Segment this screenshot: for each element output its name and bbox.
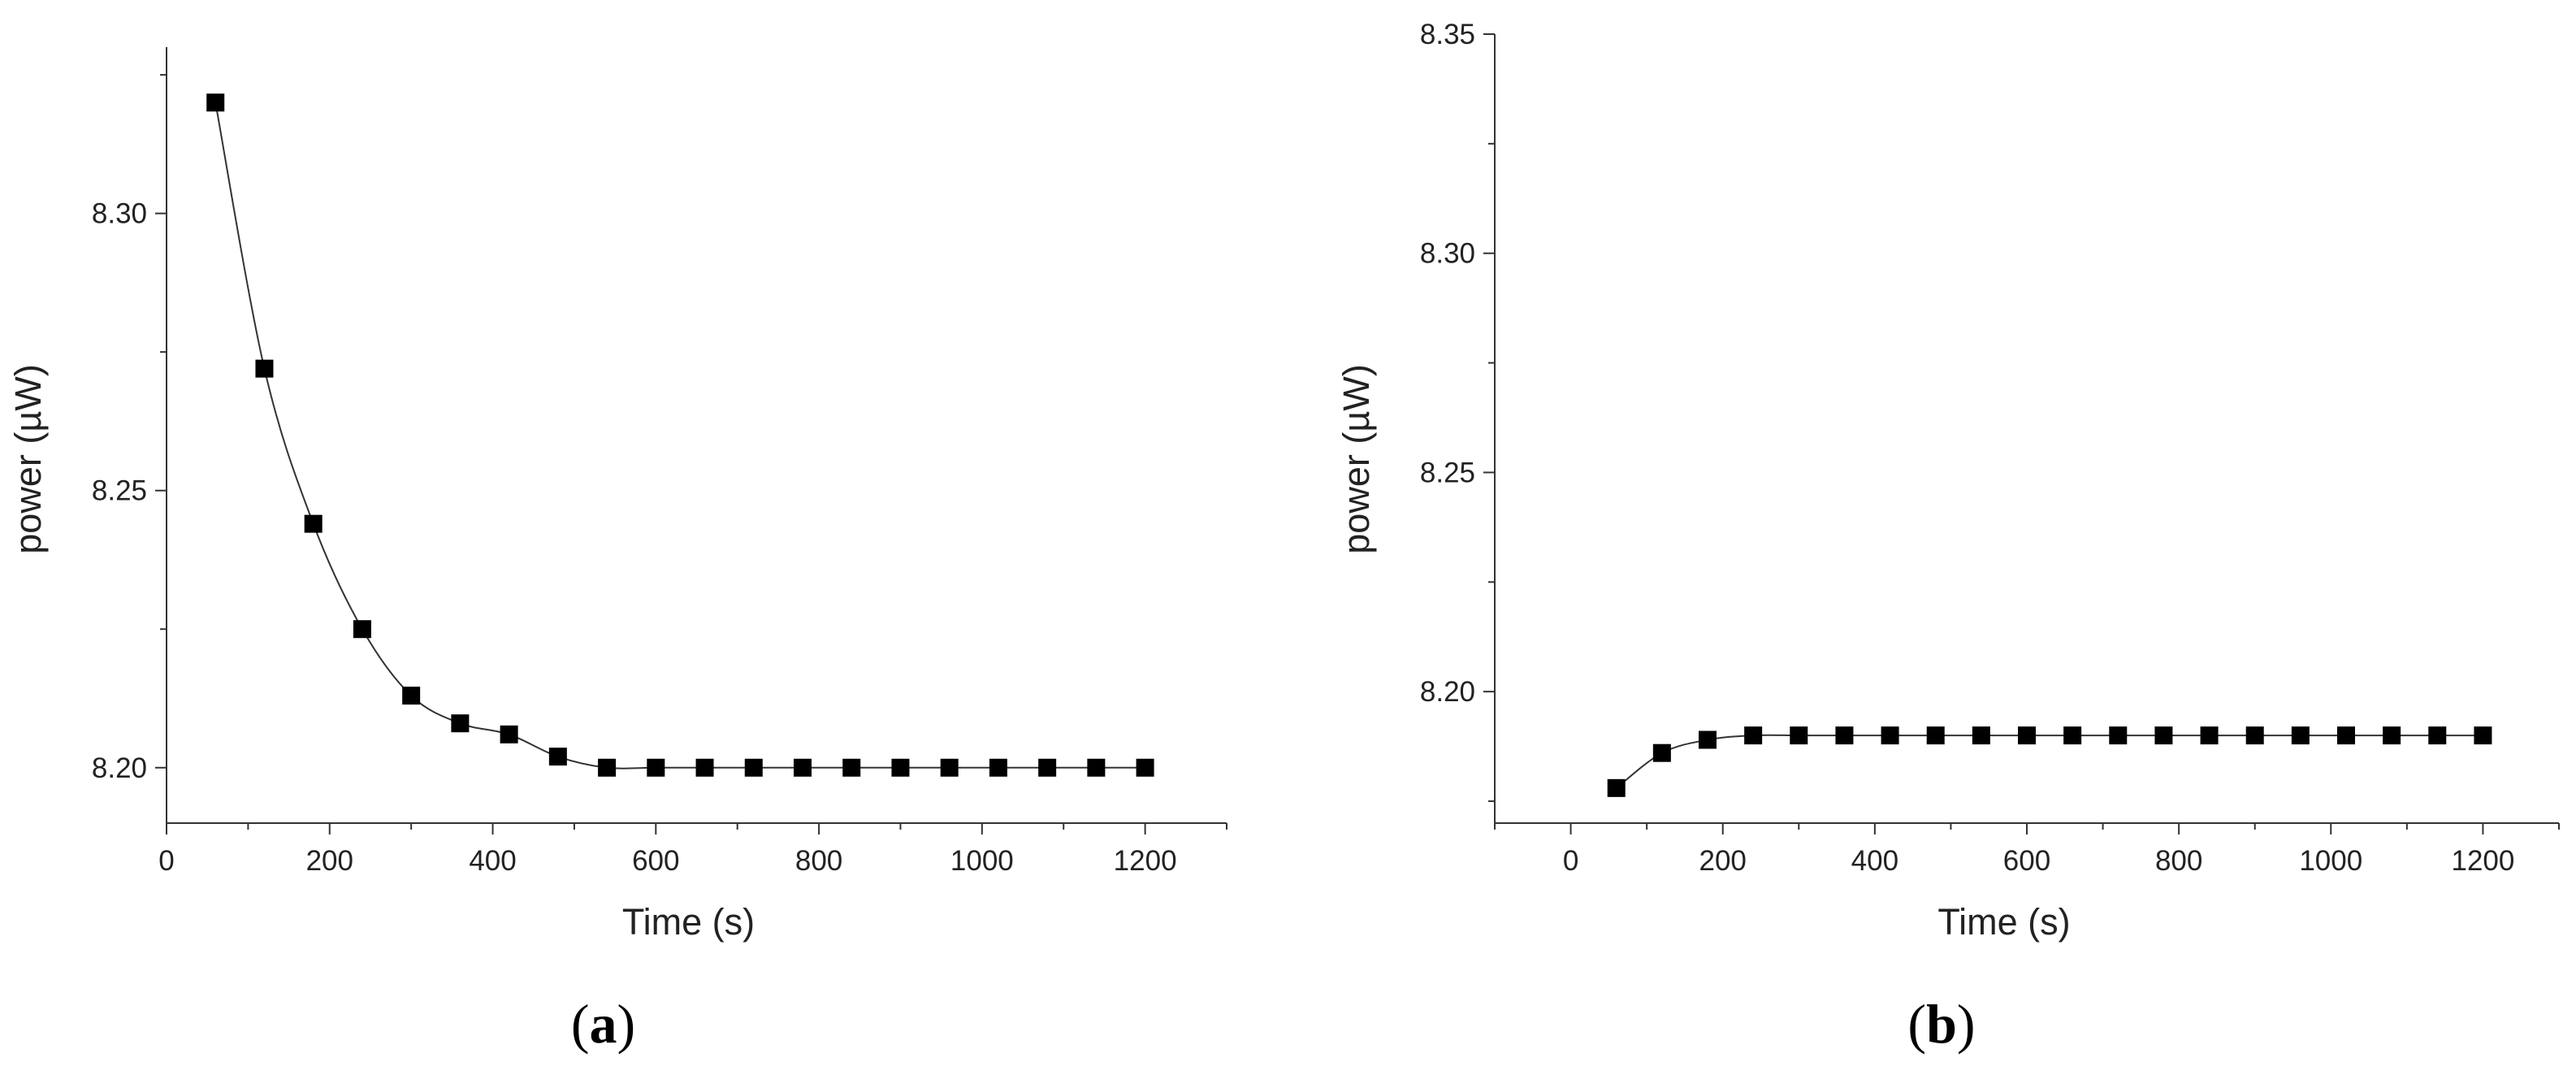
data-point-b [2063, 726, 2082, 745]
x-tick-label-b: 400 [1851, 845, 1898, 877]
x-axis-title-a: Time (s) [622, 901, 755, 943]
x-tick-label-b: 1200 [2451, 845, 2514, 877]
data-point-b [2337, 726, 2355, 745]
data-point-b [1744, 726, 1763, 745]
y-axis-title-a: power (µW) [7, 364, 49, 553]
data-point-a [255, 359, 274, 378]
x-tick-label-a: 200 [306, 845, 353, 877]
y-tick-label-a: 8.20 [92, 752, 147, 784]
data-point-b [2383, 726, 2401, 745]
data-point-a [744, 758, 763, 777]
y-tick-label-a: 8.30 [92, 198, 147, 230]
data-point-a [940, 758, 959, 777]
x-tick-label-a: 400 [469, 845, 516, 877]
x-tick-label-b: 800 [2155, 845, 2202, 877]
chart-panel-b: 0 200 400 600 800 1000 1200 8.20 8.25 8.30 8.35 Tim… [1336, 19, 2560, 1055]
chart-panel-a: 0 200 400 600 800 1000 1200 8.20 8.25 8.30 Time (s… [7, 47, 1227, 1055]
y-tick-label-b: 8.25 [1420, 457, 1475, 488]
data-point-a [1087, 758, 1106, 777]
x-tick-label-b: 200 [1699, 845, 1747, 877]
data-point-a [989, 758, 1007, 777]
data-point-b [2245, 726, 2264, 745]
y-axis-title-b: power (µW) [1336, 364, 1377, 553]
data-point-b [2154, 726, 2173, 745]
data-point-b [2109, 726, 2128, 745]
y-tick-label-b: 8.35 [1420, 19, 1475, 50]
x-tick-label-b: 600 [2003, 845, 2050, 877]
data-point-b [2474, 726, 2492, 745]
data-point-a [695, 758, 714, 777]
series-line-a [214, 102, 1145, 769]
data-point-b [1881, 726, 1899, 745]
data-point-a [304, 514, 323, 533]
data-point-b [1607, 778, 1626, 797]
x-tick-label-b: 1000 [2299, 845, 2362, 877]
data-point-b [1652, 743, 1671, 762]
data-point-a [647, 758, 665, 777]
data-point-a [891, 758, 910, 777]
data-point-a [1038, 758, 1057, 777]
data-point-b [2200, 726, 2219, 745]
x-tick-label-a: 1200 [1114, 845, 1177, 877]
data-point-b [1699, 730, 1717, 749]
data-point-b [1790, 726, 1808, 745]
data-point-b [1835, 726, 1854, 745]
panel-label-b: (b) [1907, 993, 1975, 1055]
y-tick-label-b: 8.20 [1420, 676, 1475, 708]
y-tick-label-a: 8.25 [92, 475, 147, 507]
data-point-a [842, 758, 861, 777]
data-point-a [500, 725, 518, 743]
data-point-a [548, 748, 567, 766]
panel-label-a: (a) [571, 993, 635, 1055]
data-point-b [1926, 726, 1945, 745]
data-point-a [451, 714, 470, 733]
x-tick-label-a: 0 [158, 845, 174, 877]
data-point-b [2428, 726, 2447, 745]
x-tick-label-b: 0 [1563, 845, 1578, 877]
data-point-a [598, 758, 617, 777]
data-point-a [402, 687, 421, 705]
data-point-a [353, 620, 371, 639]
data-point-b [2291, 726, 2310, 745]
x-axis-title-b: Time (s) [1937, 901, 2070, 943]
data-point-a [206, 93, 225, 112]
data-point-b [2018, 726, 2036, 745]
data-point-b [1972, 726, 1990, 745]
y-tick-label-b: 8.30 [1420, 238, 1475, 270]
x-tick-label-a: 1000 [950, 845, 1014, 877]
data-point-a [1136, 758, 1154, 777]
x-tick-label-a: 600 [632, 845, 679, 877]
x-tick-label-a: 800 [795, 845, 842, 877]
data-point-a [794, 758, 812, 777]
